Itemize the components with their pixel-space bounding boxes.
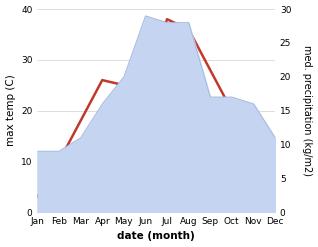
Y-axis label: max temp (C): max temp (C) [5, 75, 16, 146]
X-axis label: date (month): date (month) [117, 231, 195, 242]
Y-axis label: med. precipitation (kg/m2): med. precipitation (kg/m2) [302, 45, 313, 176]
